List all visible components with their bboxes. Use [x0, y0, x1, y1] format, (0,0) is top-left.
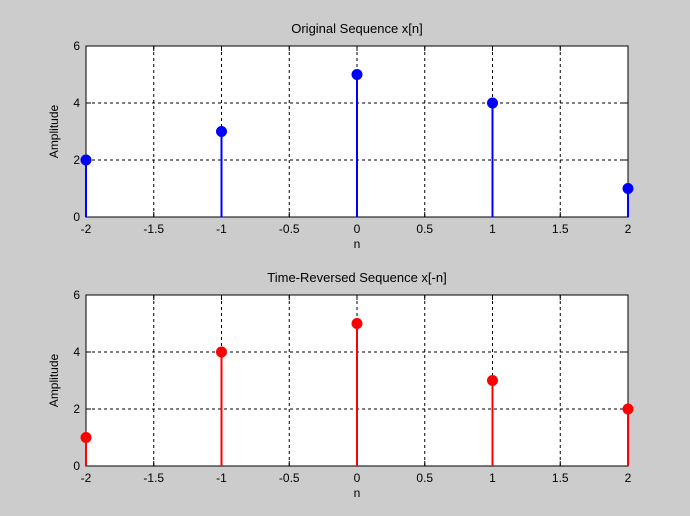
y-tick-label: 0 [73, 459, 80, 473]
x-tick-label: 2 [625, 222, 632, 236]
x-tick-label: 0.5 [416, 471, 433, 485]
x-tick-label: 2 [625, 471, 632, 485]
stem-marker [487, 97, 498, 109]
stem-marker [622, 183, 634, 194]
stem-marker [622, 403, 634, 415]
stem-marker [487, 375, 498, 386]
x-tick-label: -1 [216, 222, 227, 236]
stem-series [80, 318, 634, 466]
x-tick-label: -1.5 [143, 471, 164, 485]
y-axis-label: Amplitude [47, 354, 61, 408]
stem-marker [80, 154, 92, 166]
plot-original-sequence: -2 -1.5 -1 -0.5 0 0.5 1 1.5 2 0 2 4 6 Original Seque… [47, 21, 634, 251]
y-tick-label: 2 [73, 402, 80, 416]
chart-title: Time-Reversed Sequence x[-n] [267, 270, 446, 285]
y-tick-label: 0 [73, 210, 80, 224]
stem-marker [351, 318, 363, 329]
x-tick-label: -0.5 [279, 222, 300, 236]
stem-marker [80, 432, 92, 443]
tick-labels: -2 -1.5 -1 -0.5 0 0.5 1 1.5 2 0 2 4 6 [73, 39, 631, 236]
stem-marker [216, 126, 227, 137]
x-tick-label: -1.5 [143, 222, 164, 236]
stem-marker [351, 69, 363, 80]
x-axis-label: n [354, 486, 361, 500]
y-tick-label: 6 [73, 288, 80, 302]
x-tick-label: 1 [489, 471, 496, 485]
y-tick-label: 4 [73, 96, 80, 110]
y-tick-label: 2 [73, 153, 80, 167]
x-tick-label: 1.5 [552, 471, 569, 485]
stem-marker [216, 346, 227, 358]
x-tick-label: -0.5 [279, 471, 300, 485]
stem-series [80, 69, 634, 217]
x-tick-label: 0 [354, 222, 361, 236]
chart-title: Original Sequence x[n] [291, 21, 423, 36]
x-tick-label: 0.5 [416, 222, 433, 236]
x-tick-label: -1 [216, 471, 227, 485]
x-tick-label: -2 [81, 471, 92, 485]
x-tick-label: 1 [489, 222, 496, 236]
plot-time-reversed-sequence: -2 -1.5 -1 -0.5 0 0.5 1 1.5 2 0 2 4 6 Time-Reversed … [47, 270, 634, 500]
tick-labels: -2 -1.5 -1 -0.5 0 0.5 1 1.5 2 0 2 4 6 [73, 288, 631, 485]
x-tick-label: -2 [81, 222, 92, 236]
x-tick-label: 1.5 [552, 222, 569, 236]
y-tick-label: 4 [73, 345, 80, 359]
x-tick-label: 0 [354, 471, 361, 485]
y-tick-label: 6 [73, 39, 80, 53]
y-axis-label: Amplitude [47, 105, 61, 159]
x-axis-label: n [354, 237, 361, 251]
